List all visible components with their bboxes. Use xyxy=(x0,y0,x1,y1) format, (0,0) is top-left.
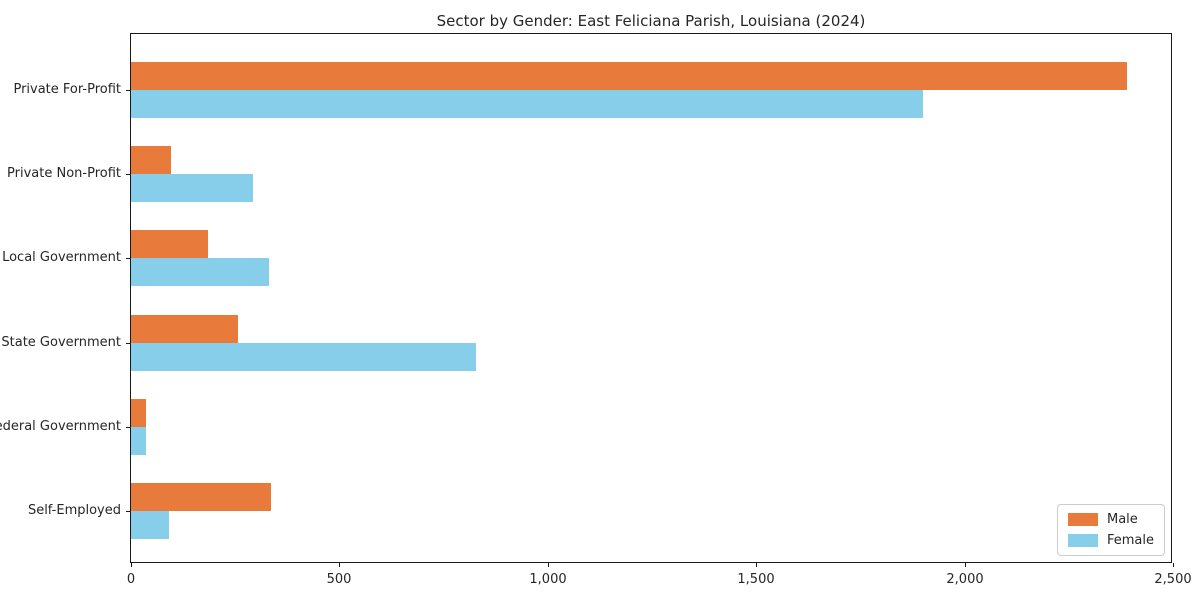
x-tick-label-1000: 1,000 xyxy=(529,572,567,587)
bar-female-state-government xyxy=(131,342,476,371)
bar-male-state-government xyxy=(131,314,238,343)
y-tick-private-for-profit xyxy=(126,90,130,91)
x-tick-1000 xyxy=(548,563,549,567)
x-tick-0 xyxy=(131,563,132,567)
bar-male-private-for-profit xyxy=(131,62,1127,90)
bar-female-private-non-profit xyxy=(131,174,253,203)
x-tick-500 xyxy=(339,563,340,567)
bar-male-private-non-profit xyxy=(131,146,171,175)
y-tick-self-employed xyxy=(126,511,130,512)
y-tick-label-private-for-profit: Private For-Profit xyxy=(13,82,121,97)
bar-male-local-government xyxy=(131,230,208,259)
y-tick-label-self-employed: Self-Employed xyxy=(27,503,121,518)
legend-label-female: Female xyxy=(1106,533,1154,548)
y-tick-local-government xyxy=(126,258,130,260)
bar-female-federal-government xyxy=(131,426,146,455)
y-tick-label-state-government: State Government xyxy=(1,334,121,350)
x-tick-label-2500: 2,500 xyxy=(1154,572,1192,587)
chart-title: Sector by Gender: East Feliciana Parish,… xyxy=(436,12,866,30)
legend-swatch-female xyxy=(1067,534,1098,547)
y-tick-state-government xyxy=(126,342,130,344)
x-tick-label-500: 500 xyxy=(326,572,352,587)
plot-area: Private For-Profit Private Non-Profit Loca… xyxy=(0,33,1192,587)
bar-male-federal-government xyxy=(131,398,146,427)
bar-female-local-government xyxy=(131,258,269,287)
x-tick-label-2000: 2,000 xyxy=(946,572,984,587)
bar-female-private-for-profit xyxy=(131,90,923,118)
x-tick-2500 xyxy=(1173,563,1174,567)
x-tick-label-0: 0 xyxy=(126,572,136,587)
y-tick-federal-government xyxy=(126,426,130,428)
y-tick-private-non-profit xyxy=(126,174,130,176)
x-tick-2000 xyxy=(965,563,966,567)
legend: Male Female xyxy=(1056,504,1165,556)
bar-male-self-employed xyxy=(131,483,271,511)
legend-entry-male: Male xyxy=(1067,512,1154,527)
bar-female-self-employed xyxy=(131,511,169,539)
x-tick-label-1500: 1,500 xyxy=(737,572,775,587)
x-tick-1500 xyxy=(756,563,757,567)
legend-label-male: Male xyxy=(1106,512,1138,527)
y-tick-label-private-non-profit: Private Non-Profit xyxy=(7,166,121,182)
legend-swatch-male xyxy=(1067,513,1098,526)
y-tick-label-federal-government: Federal Government xyxy=(0,418,121,434)
legend-entry-female: Female xyxy=(1067,533,1154,548)
y-tick-label-local-government: Local Government xyxy=(2,250,121,266)
